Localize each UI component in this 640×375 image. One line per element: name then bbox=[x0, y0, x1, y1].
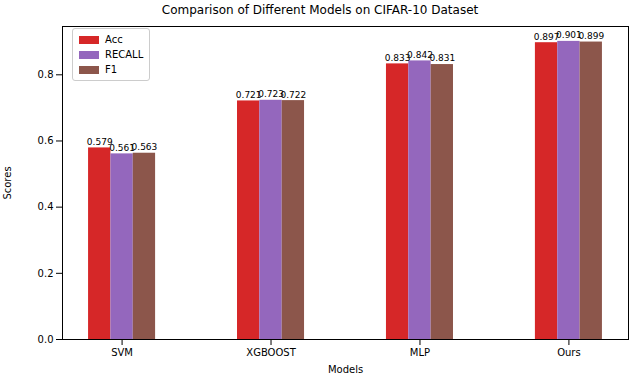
svg-text:MLP: MLP bbox=[410, 347, 430, 358]
svg-text:Ours: Ours bbox=[557, 347, 581, 358]
svg-text:0.2: 0.2 bbox=[38, 268, 54, 279]
svg-text:0.723: 0.723 bbox=[258, 89, 284, 100]
svg-text:0.833: 0.833 bbox=[384, 52, 411, 63]
html-text:RECALL: RECALL bbox=[105, 49, 144, 60]
svg-text:Models: Models bbox=[328, 364, 363, 375]
svg-text:0.831: 0.831 bbox=[429, 53, 455, 63]
svg-text:0.0: 0.0 bbox=[38, 334, 54, 345]
svg-text:0.563: 0.563 bbox=[132, 142, 158, 152]
svg-text:XGBOOST: XGBOOST bbox=[246, 347, 296, 358]
svg-text:0.6: 0.6 bbox=[38, 135, 54, 146]
svg-text:0.899: 0.899 bbox=[578, 31, 604, 41]
html-text:Comparison of Different Models: Comparison of Different Models on CIFAR-… bbox=[161, 3, 479, 17]
svg-text:0.722: 0.722 bbox=[280, 89, 306, 99]
svg-text:0.4: 0.4 bbox=[38, 201, 54, 212]
svg-text:0.842: 0.842 bbox=[407, 49, 433, 60]
svg-text:0.897: 0.897 bbox=[533, 31, 560, 42]
svg-text:SVM: SVM bbox=[111, 347, 133, 358]
svg-text:0.901: 0.901 bbox=[556, 30, 582, 41]
html-text:F1: F1 bbox=[105, 64, 118, 75]
svg-text:0.579: 0.579 bbox=[86, 136, 113, 147]
svg-text:0.8: 0.8 bbox=[38, 69, 54, 80]
html-text:Acc: Acc bbox=[105, 34, 123, 45]
svg-text:Scores: Scores bbox=[2, 166, 13, 199]
svg-text:0.721: 0.721 bbox=[235, 89, 262, 100]
svg-text:0.561: 0.561 bbox=[109, 142, 135, 153]
